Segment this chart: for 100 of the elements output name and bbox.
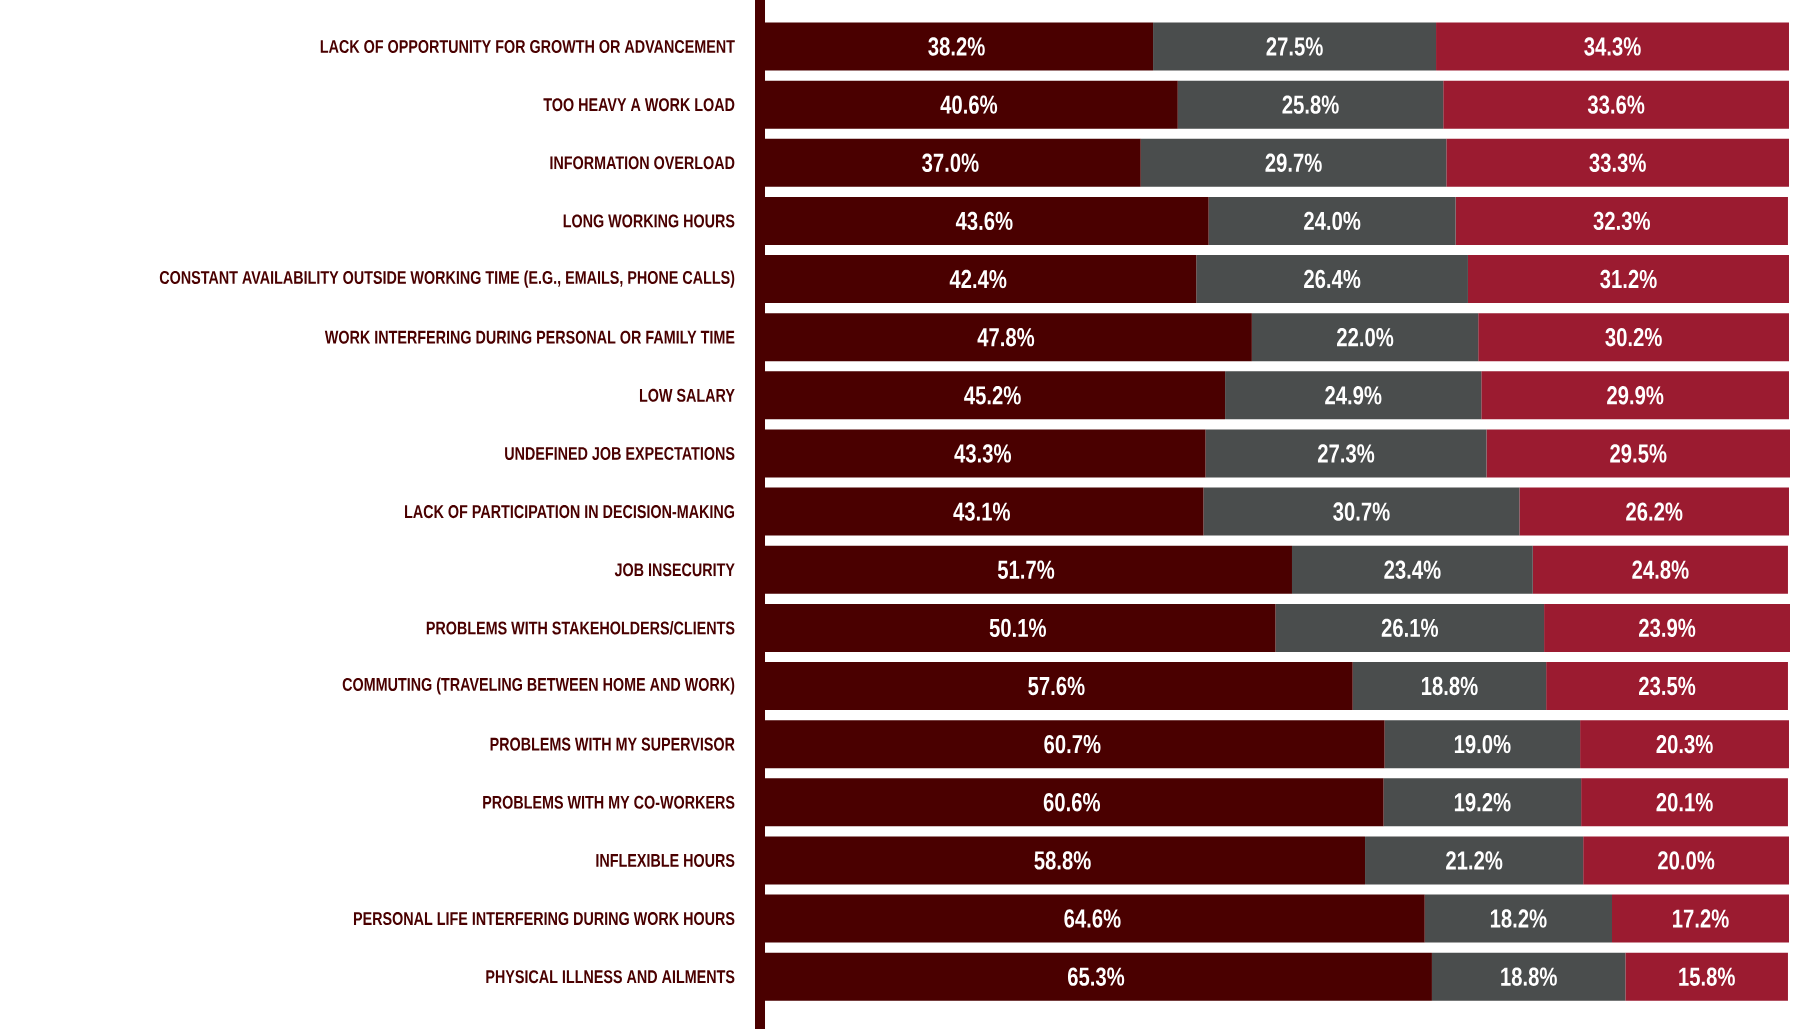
data-label: 57.6%	[1028, 676, 1085, 696]
bar	[1431, 952, 1626, 1001]
bar	[1581, 778, 1788, 827]
y-tick-label: TOO HEAVY A WORK LOAD	[543, 98, 735, 112]
data-label: 47.8%	[977, 327, 1035, 347]
data-label: 24.0%	[1304, 211, 1361, 231]
bar	[1383, 778, 1582, 827]
bar	[1225, 371, 1482, 420]
data-label: 65.3%	[1067, 967, 1125, 986]
data-label: 32.3%	[1593, 211, 1650, 231]
data-label: 43.6%	[955, 211, 1013, 231]
y-tick-label: LACK OF PARTICIPATION IN DECISION-MAKING	[405, 505, 735, 519]
data-label: 30.7%	[1333, 502, 1390, 521]
data-label: 18.2%	[1490, 909, 1547, 928]
y-tick-label: JOB INSECURITY	[614, 563, 735, 577]
data-label: 29.7%	[1265, 153, 1322, 172]
data-label: 24.8%	[1632, 560, 1689, 579]
data-label: 27.3%	[1317, 444, 1375, 463]
y-tick-label: PROBLEMS WITH MY CO-WORKERS	[483, 795, 735, 809]
bar	[1583, 836, 1789, 885]
bar	[1384, 720, 1581, 769]
y-tick-label: LOW SALARY	[639, 388, 735, 402]
data-label: 60.6%	[1043, 793, 1101, 812]
bar	[1196, 255, 1468, 304]
data-label: 60.7%	[1044, 734, 1101, 754]
data-label: 27.5%	[1266, 37, 1323, 56]
y-tick-label: INFLEXIBLE HOURS	[596, 853, 735, 867]
y-tick-label: PERSONAL LIFE INTERFERING DURING WORK HOURS	[353, 912, 735, 926]
bar	[1153, 22, 1437, 71]
bar	[1546, 662, 1788, 711]
data-label: 33.3%	[1589, 153, 1646, 172]
data-label: 15.8%	[1679, 967, 1735, 986]
data-label: 64.6%	[1064, 909, 1121, 928]
data-label: 20.3%	[1656, 734, 1713, 754]
y-tick-label: PHYSICAL ILLNESS AND AILMENTS	[486, 970, 735, 984]
data-label: 19.0%	[1454, 734, 1511, 754]
data-label: 31.2%	[1600, 269, 1657, 289]
bar	[1467, 255, 1789, 304]
bar	[1625, 952, 1788, 1001]
data-label: 50.1%	[989, 618, 1046, 638]
data-label: 22.0%	[1336, 327, 1394, 347]
y-tick-label: INFORMATION OVERLOAD	[550, 156, 735, 170]
bar	[1532, 545, 1788, 594]
y-tick-label: WORK INTERFERING DURING PERSONAL OR FAMILY TIME	[324, 330, 735, 344]
bar	[1424, 894, 1612, 943]
data-label: 33.6%	[1587, 95, 1645, 114]
data-label: 24.9%	[1325, 386, 1382, 405]
bar	[1291, 545, 1533, 594]
y-tick-label: COMMUTING (TRAVELING BETWEEN HOME AND WORK)	[342, 677, 735, 695]
bar	[1486, 429, 1791, 478]
data-label: 23.5%	[1639, 676, 1696, 696]
bar	[1208, 196, 1456, 245]
bar	[1544, 603, 1791, 652]
bar	[1365, 836, 1584, 885]
bar	[1580, 720, 1789, 769]
bar	[1478, 313, 1789, 362]
y-tick-label: CONSTANT AVAILABILITY OUTSIDE WORKING TIME (E.G., EMAILS, PHONE CALLS)	[159, 270, 735, 288]
data-label: 29.9%	[1607, 386, 1664, 405]
bar	[1352, 662, 1547, 711]
data-label: 29.5%	[1610, 444, 1667, 463]
data-label: 25.8%	[1282, 95, 1339, 114]
data-label: 26.1%	[1381, 618, 1439, 638]
data-label: 37.0%	[922, 153, 979, 172]
bar	[1612, 894, 1789, 943]
data-label: 23.9%	[1639, 618, 1696, 638]
data-label: 30.2%	[1605, 327, 1662, 347]
bar	[1481, 371, 1789, 420]
data-label: 26.2%	[1626, 502, 1683, 521]
bar	[1205, 429, 1487, 478]
bar	[1443, 80, 1789, 129]
data-label: 18.8%	[1501, 967, 1557, 986]
data-label: 58.8%	[1034, 851, 1091, 870]
bar	[1446, 138, 1789, 187]
bar	[1203, 487, 1520, 536]
data-label: 21.2%	[1446, 851, 1503, 870]
data-label: 19.2%	[1454, 793, 1511, 812]
data-label: 42.4%	[949, 269, 1007, 289]
data-label: 51.7%	[997, 560, 1055, 579]
data-label: 23.4%	[1384, 560, 1441, 579]
data-label: 17.2%	[1673, 909, 1729, 928]
data-label: 20.1%	[1656, 793, 1713, 812]
bar	[1436, 22, 1789, 71]
data-label: 34.3%	[1584, 37, 1641, 56]
y-tick-label: PROBLEMS WITH STAKEHOLDERS/CLIENTS	[426, 621, 735, 635]
y-tick-label: LACK OF OPPORTUNITY FOR GROWTH OR ADVANCEMENT	[320, 39, 735, 54]
bar	[1177, 80, 1444, 129]
data-label: 40.6%	[940, 95, 998, 114]
bar	[1140, 138, 1447, 187]
data-label: 18.8%	[1421, 676, 1478, 696]
y-tick-label: UNDEFINED JOB EXPECTATIONS	[505, 446, 735, 460]
y-tick-label: LONG WORKING HOURS	[563, 214, 735, 228]
y-tick-label: PROBLEMS WITH MY SUPERVISOR	[490, 737, 735, 751]
bar	[1275, 603, 1545, 652]
data-label: 43.3%	[954, 444, 1011, 463]
bar	[1251, 313, 1479, 362]
bar	[1455, 196, 1788, 245]
data-label: 43.1%	[953, 502, 1010, 521]
data-label: 38.2%	[928, 37, 985, 56]
data-label: 45.2%	[964, 386, 1021, 405]
data-label: 20.0%	[1658, 851, 1715, 870]
